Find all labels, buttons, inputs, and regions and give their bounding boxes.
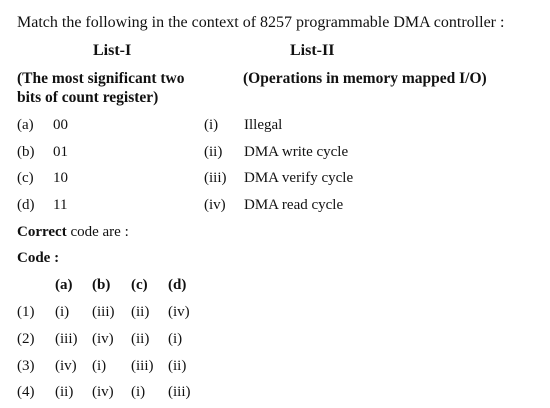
option-number[interactable]: (1) — [17, 304, 35, 320]
option-cell: (i) — [55, 304, 70, 320]
list-2-item-label: (ii) — [204, 144, 223, 160]
list-1-item-label: (b) — [17, 144, 35, 160]
list-1-item-value: 00 — [53, 117, 68, 133]
option-cell: (ii) — [131, 304, 150, 320]
correct-code-label: Correct code are : — [17, 225, 129, 240]
list-2-subtitle: (Operations in memory mapped I/O) — [243, 70, 487, 87]
option-cell: (i) — [131, 384, 146, 400]
option-cell: (iv) — [92, 384, 114, 400]
list-2-item-value: Illegal — [244, 117, 283, 133]
list-1-subtitle-line-2: bits of count register) — [17, 89, 159, 106]
list-1-subtitle-line-1: (The most significant two — [17, 70, 185, 87]
list-2-item-label: (i) — [204, 117, 219, 133]
option-cell: (ii) — [55, 384, 74, 400]
option-cell: (iv) — [55, 358, 77, 374]
option-number[interactable]: (3) — [17, 358, 35, 374]
list-2-item-value: DMA verify cycle — [244, 170, 354, 186]
list-1-item-value: 11 — [53, 197, 68, 213]
option-cell: (ii) — [168, 358, 187, 374]
list-2-item-value: DMA write cycle — [244, 144, 349, 160]
option-cell: (iv) — [168, 304, 190, 320]
code-column-header: (d) — [168, 277, 187, 293]
code-column-header: (a) — [55, 277, 73, 293]
option-cell: (iii) — [168, 384, 191, 400]
list-2-item-value: DMA read cycle — [244, 197, 344, 213]
list-1-item-value: 10 — [53, 170, 68, 186]
list-1-item-label: (a) — [17, 117, 34, 133]
code-label: Code : — [17, 250, 60, 266]
option-number[interactable]: (4) — [17, 384, 35, 400]
code-column-header: (b) — [92, 277, 111, 293]
option-cell: (iii) — [131, 358, 154, 374]
list-1-item-label: (c) — [17, 170, 34, 186]
list-1-item-label: (d) — [17, 197, 35, 213]
list-1-item-value: 01 — [53, 144, 68, 160]
list-2-item-label: (iv) — [204, 197, 226, 213]
correct-word: Correct — [17, 224, 67, 240]
option-cell: (i) — [92, 358, 107, 374]
option-cell: (i) — [168, 331, 183, 347]
question-text: Match the following in the context of 82… — [17, 14, 505, 31]
list-2-item-label: (iii) — [204, 170, 227, 186]
option-cell: (iii) — [55, 331, 78, 347]
list-2-heading: List-II — [290, 42, 335, 59]
option-cell: (iv) — [92, 331, 114, 347]
correct-code-rest: code are : — [66, 224, 129, 240]
list-1-heading: List-I — [93, 42, 132, 59]
option-cell: (ii) — [131, 331, 150, 347]
code-column-header: (c) — [131, 277, 148, 293]
option-number[interactable]: (2) — [17, 331, 35, 347]
option-cell: (iii) — [92, 304, 115, 320]
